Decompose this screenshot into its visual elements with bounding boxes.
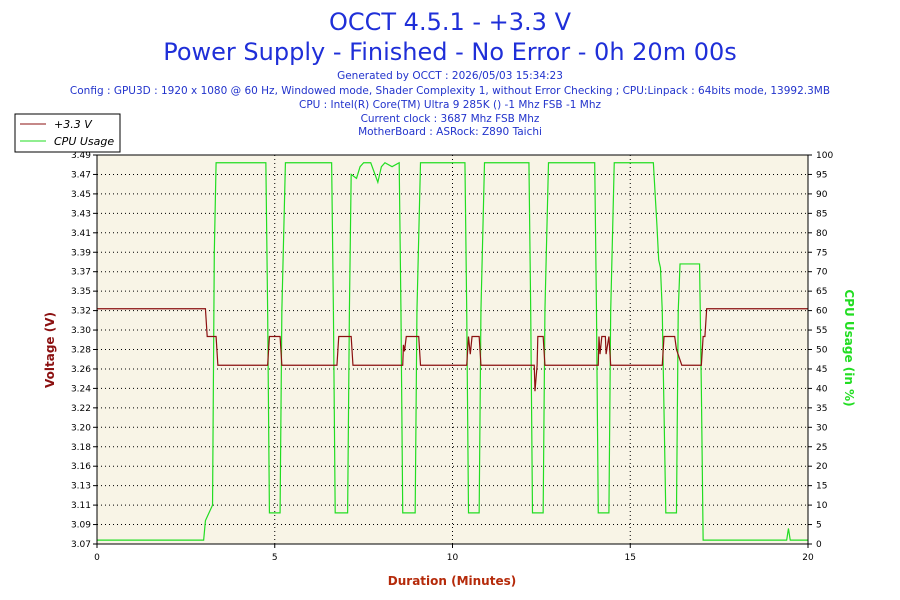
chart-title: OCCT 4.5.1 - +3.3 V	[329, 8, 572, 36]
y-tick-label-left: 3.22	[71, 404, 91, 414]
x-tick-label: 10	[447, 553, 459, 563]
y-tick-label-left: 3.39	[71, 248, 91, 258]
y-tick-label-right: 0	[816, 540, 822, 550]
y-tick-label-right: 35	[816, 404, 827, 414]
y-tick-label-left: 3.20	[71, 423, 91, 433]
y-tick-label-right: 25	[816, 443, 827, 453]
legend: +3.3 V CPU Usage	[14, 113, 121, 153]
y-tick-label-left: 3.45	[71, 190, 91, 200]
x-axis-label: Duration (Minutes)	[388, 574, 516, 588]
info-clock: Current clock : 3687 Mhz FSB Mhz	[361, 113, 540, 125]
y-tick-label-right: 40	[816, 384, 828, 394]
y-tick-label-left: 3.28	[71, 346, 91, 356]
y-tick-label-right: 15	[816, 482, 827, 492]
y-tick-label-left: 3.26	[71, 365, 91, 375]
info-motherboard: MotherBoard : ASRock: Z890 Taichi	[358, 126, 542, 138]
y-tick-label-right: 75	[816, 248, 827, 258]
x-tick-label: 20	[802, 553, 814, 563]
series-layer	[97, 161, 808, 541]
y-tick-label-left: 3.35	[71, 287, 91, 297]
y-axis-label-left: Voltage (V)	[43, 312, 57, 388]
y-tick-label-left: 3.13	[71, 482, 91, 492]
y-axis-label-right: CPU Usage (in %)	[842, 289, 856, 406]
series-line-cpu-usage	[97, 161, 808, 541]
y-tick-label-right: 100	[816, 151, 833, 161]
y-tick-label-right: 30	[816, 423, 828, 433]
y-tick-label-left: 3.11	[71, 501, 91, 511]
legend-label-cpu: CPU Usage	[54, 135, 114, 148]
x-tick-label: 5	[272, 553, 278, 563]
tick-labels: 3.07 03.09 53.11 103.13 153.16 203.18 253.20 30…	[71, 151, 833, 563]
y-tick-label-left: 3.18	[71, 443, 91, 453]
info-generated: Generated by OCCT : 2026/05/03 15:34:23	[337, 70, 563, 82]
y-tick-label-right: 55	[816, 326, 827, 336]
y-tick-label-left: 3.43	[71, 209, 91, 219]
y-tick-label-left: 3.07	[71, 540, 91, 550]
y-tick-label-left: 3.47	[71, 170, 91, 180]
y-tick-label-right: 5	[816, 521, 822, 531]
y-tick-label-right: 45	[816, 365, 827, 375]
y-tick-label-right: 90	[816, 190, 828, 200]
y-tick-label-right: 70	[816, 268, 828, 278]
y-tick-label-left: 3.16	[71, 462, 91, 472]
y-tick-label-right: 95	[816, 170, 827, 180]
y-tick-label-left: 3.24	[71, 384, 91, 394]
y-tick-label-right: 80	[816, 229, 828, 239]
y-tick-label-right: 85	[816, 209, 827, 219]
chart-subtitle: Power Supply - Finished - No Error - 0h …	[163, 38, 737, 66]
y-tick-label-right: 65	[816, 287, 827, 297]
y-tick-label-right: 60	[816, 307, 828, 317]
series-line-voltage	[97, 308, 808, 392]
y-tick-label-right: 50	[816, 346, 828, 356]
y-tick-label-left: 3.32	[71, 307, 91, 317]
x-tick-label: 15	[625, 553, 636, 563]
grid-lines	[97, 155, 808, 544]
x-tick-label: 0	[94, 553, 100, 563]
y-tick-label-right: 10	[816, 501, 828, 511]
info-config: Config : GPU3D : 1920 x 1080 @ 60 Hz, Wi…	[70, 85, 830, 97]
y-tick-label-right: 20	[816, 462, 828, 472]
y-tick-label-left: 3.37	[71, 268, 91, 278]
y-tick-label-left: 3.09	[71, 521, 91, 531]
y-tick-label-left: 3.30	[71, 326, 91, 336]
y-tick-label-left: 3.41	[71, 229, 91, 239]
info-cpu: CPU : Intel(R) Core(TM) Ultra 9 285K () …	[299, 99, 602, 111]
legend-box	[14, 113, 121, 153]
legend-label-voltage: +3.3 V	[54, 118, 93, 131]
y-tick-label-left: 3.49	[71, 151, 91, 161]
title-block: OCCT 4.5.1 - +3.3 V Power Supply - Finis…	[70, 8, 830, 138]
